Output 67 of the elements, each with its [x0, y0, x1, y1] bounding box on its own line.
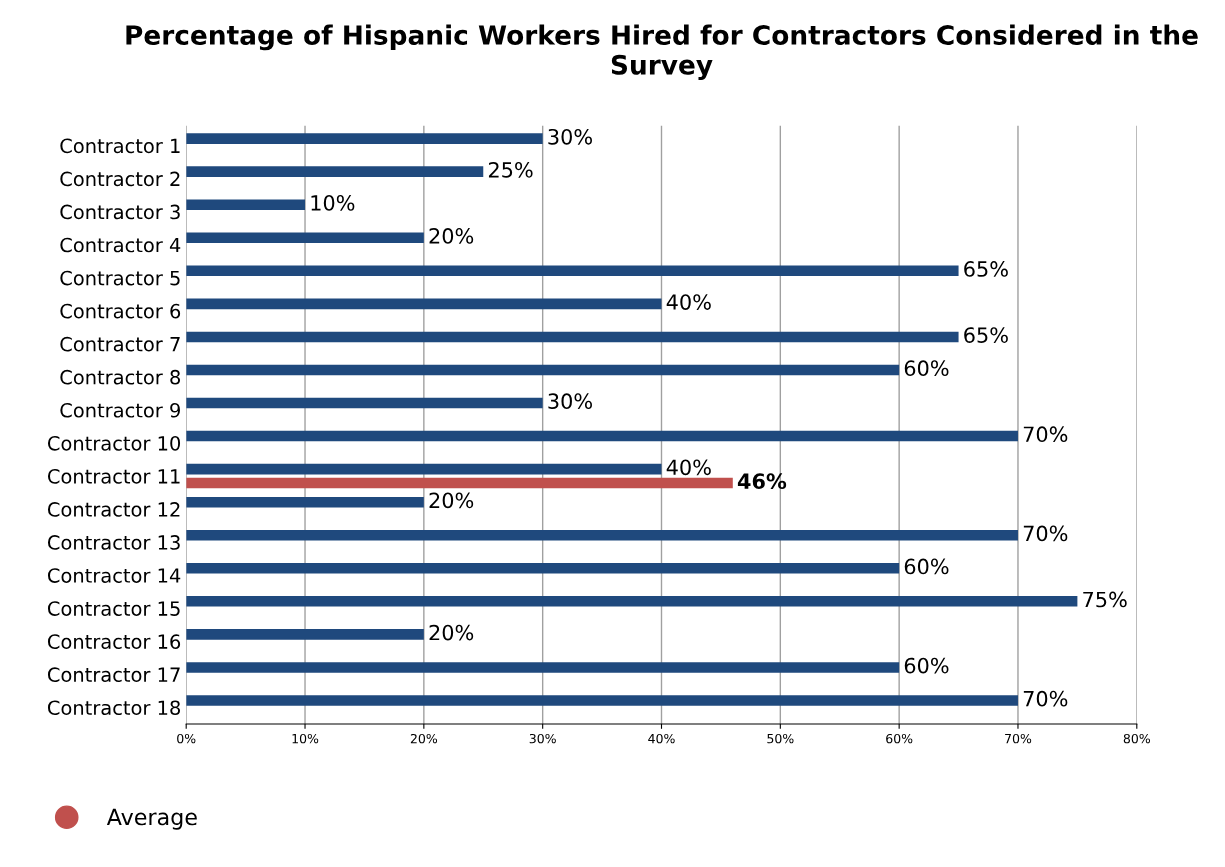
x-tick-label: 10% — [292, 733, 319, 744]
bar — [186, 133, 543, 144]
x-tick-label: 20% — [410, 733, 438, 744]
y-tick-label: Contractor 12 — [47, 502, 180, 517]
y-tick-label: Contractor 4 — [60, 237, 181, 253]
y-tick-label: Contractor 3 — [60, 204, 180, 220]
data-label: 70% — [1023, 426, 1068, 443]
data-label: 30% — [548, 393, 592, 410]
legend-label: Average — [106, 808, 197, 830]
y-tick-label: Contractor 17 — [47, 667, 180, 683]
data-label: 10% — [311, 194, 355, 211]
data-label: 25% — [488, 161, 533, 178]
chart-title: Percentage of Hispanic Workers Hired for Contractors Considered in the Survey — [126, 24, 1198, 81]
x-tick-label: 40% — [648, 733, 675, 744]
data-label: 60% — [904, 657, 949, 674]
bar — [186, 430, 1018, 442]
data-label: 70% — [1023, 525, 1068, 542]
y-tick-label: Contractor 5 — [60, 270, 180, 286]
bar — [186, 596, 1078, 607]
data-label: 20% — [429, 228, 474, 244]
bar — [186, 232, 424, 244]
x-tick-label: 0% — [177, 733, 196, 744]
bar — [186, 166, 484, 177]
y-tick-label: Contractor 7 — [60, 336, 180, 352]
x-tick-label: 70% — [1005, 733, 1032, 744]
y-tick-label: Contractor 18 — [47, 700, 181, 716]
data-label: 60% — [904, 360, 949, 377]
data-label: 30% — [548, 128, 592, 145]
bar — [186, 529, 1018, 541]
bar — [186, 477, 733, 489]
x-tick-label: 30% — [529, 733, 556, 744]
data-label: 65% — [964, 261, 1008, 277]
y-tick-label: Contractor 9 — [60, 402, 180, 418]
data-label: 40% — [666, 294, 711, 310]
bar — [186, 265, 959, 277]
data-label: 20% — [429, 492, 474, 509]
x-tick-label: 60% — [886, 733, 913, 744]
data-label: 75% — [1083, 591, 1127, 608]
bar — [186, 463, 662, 475]
y-tick-label: Contractor 14 — [47, 568, 181, 583]
data-label: 20% — [429, 624, 474, 641]
x-tick-label: 80% — [1123, 733, 1150, 744]
bar — [186, 298, 662, 310]
y-tick-label: Contractor 10 — [47, 435, 181, 451]
x-tick-label: 50% — [767, 733, 794, 744]
bar — [186, 496, 424, 508]
data-label: 60% — [904, 558, 949, 575]
y-tick-label: Contractor 1 — [60, 138, 180, 154]
data-label: 46% — [737, 473, 787, 490]
y-tick-label: Contractor 2 — [60, 171, 180, 187]
data-label: 65% — [964, 327, 1008, 343]
y-tick-label: Contractor 15 — [47, 601, 180, 616]
y-tick-label: Contractor 6 — [60, 303, 181, 319]
data-label: 70% — [1023, 690, 1068, 707]
bar — [186, 331, 959, 343]
y-tick-label: Contractor 11 — [47, 469, 180, 484]
data-label: 40% — [666, 459, 711, 476]
y-tick-label: Contractor 8 — [60, 369, 181, 385]
bar — [186, 662, 900, 673]
bar — [186, 397, 543, 409]
y-tick-label: Contractor 13 — [47, 535, 180, 550]
bar — [186, 695, 1018, 706]
bar — [186, 199, 306, 210]
bar — [186, 364, 900, 376]
bar — [186, 562, 900, 574]
bar — [186, 629, 424, 640]
y-tick-label: Contractor 16 — [47, 634, 181, 649]
